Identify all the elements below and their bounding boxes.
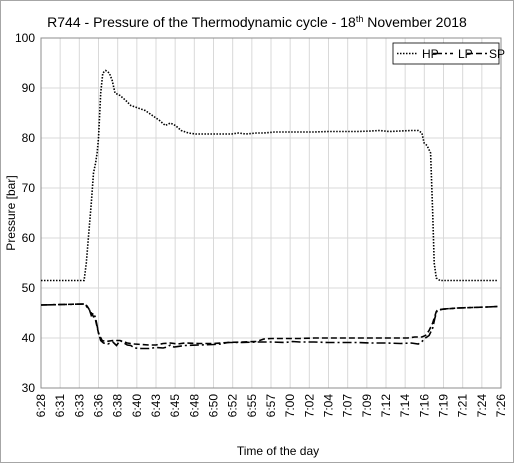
y-tick-label: 30	[22, 381, 36, 395]
series-line-lp	[40, 303, 498, 350]
x-tick-label: 7:04	[322, 394, 336, 418]
chart-title-main: R744 - Pressure of the Thermodynamic cyc…	[47, 14, 356, 30]
plot-area	[40, 37, 502, 389]
chart-title: R744 - Pressure of the Thermodynamic cyc…	[47, 14, 467, 30]
y-tick-label: 70	[22, 181, 36, 195]
x-tick-label: 6:52	[226, 394, 240, 418]
y-tick-label: 60	[22, 231, 36, 245]
x-tick-label: 7:09	[360, 394, 374, 418]
x-tick-label: 6:48	[187, 394, 201, 418]
x-tick-label: 7:21	[456, 394, 470, 418]
x-tick-label: 7:14	[398, 394, 412, 418]
x-tick-label: 6:38	[111, 394, 125, 418]
legend-label-hp: HP	[422, 47, 439, 61]
x-tick-label: 6:33	[72, 394, 86, 418]
series-lines	[40, 69, 498, 350]
legend: HP LP SP	[392, 42, 505, 65]
x-tick-label: 6:50	[207, 394, 221, 418]
chart-title-superscript: th	[356, 14, 364, 24]
legend-label-lp: LP	[458, 47, 473, 61]
x-tick-label: 7:02	[302, 394, 316, 418]
x-tick-label: 7:16	[417, 394, 431, 418]
x-tick-label: 6:43	[149, 394, 163, 418]
x-tick-label: 6:28	[34, 394, 48, 418]
series-line-sp	[40, 303, 498, 346]
x-tick-label: 6:57	[264, 394, 278, 418]
x-tick-label: 7:19	[437, 394, 451, 418]
x-tick-label: 7:12	[379, 394, 393, 418]
x-tick-label: 7:07	[341, 394, 355, 418]
x-tick-label: 6:40	[130, 394, 144, 418]
grid-lines	[40, 37, 502, 389]
y-tick-label: 40	[22, 331, 36, 345]
x-tick-label: 6:36	[92, 394, 106, 418]
y-tick-label: 100	[15, 31, 35, 45]
chart-title-suffix: November 2018	[363, 14, 467, 30]
x-tick-label: 7:00	[283, 394, 297, 418]
x-tick-labels: 6:28 6:31 6:33 6:36 6:38 6:40 6:43 6:45 6:48 6:50…	[34, 394, 508, 418]
y-tick-label: 50	[22, 281, 36, 295]
y-tick-label: 80	[22, 131, 36, 145]
y-tick-labels: 30 40 50 60 70 80 90 100	[15, 31, 35, 395]
x-axis-label: Time of the day	[237, 444, 319, 458]
x-tick-label: 7:24	[475, 394, 489, 418]
y-tick-label: 90	[22, 81, 36, 95]
x-tick-label: 6:45	[168, 394, 182, 418]
y-axis-label: Pressure [bar]	[4, 175, 18, 250]
x-tick-label: 6:31	[53, 394, 67, 418]
x-tick-label: 6:55	[245, 394, 259, 418]
x-tick-label: 7:26	[494, 394, 508, 418]
series-line-hp	[41, 69, 498, 282]
legend-label-sp: SP	[489, 47, 505, 61]
